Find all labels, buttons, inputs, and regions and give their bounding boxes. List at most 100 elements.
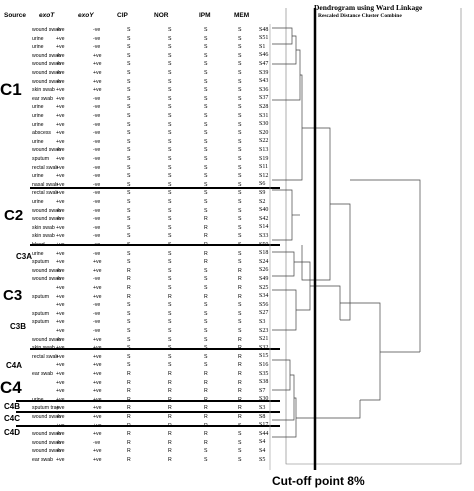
cell-t: +ve [56, 233, 65, 240]
cell-src: skin swab [32, 345, 55, 352]
isolate-id: S23 [259, 327, 269, 334]
isolate-id: S4 [259, 447, 266, 454]
cell-ipm: S [204, 267, 208, 274]
cell-mem: S [238, 422, 242, 429]
cell-y: -ve [93, 35, 101, 42]
cell-y: -ve [93, 173, 101, 180]
cell-mem: R [238, 405, 242, 412]
cell-nor: S [168, 70, 172, 76]
cell-y: -ve [93, 147, 101, 154]
cell-src: wound swab [32, 414, 61, 420]
cell-nor: R [168, 422, 172, 429]
cell-cip: S [127, 216, 131, 223]
cell-ipm: R [204, 422, 208, 429]
cell-nor: S [168, 138, 172, 145]
cell-mem: R [238, 388, 242, 395]
cell-mem: S [238, 164, 242, 171]
cell-y: -ve [93, 233, 101, 240]
cell-cip: S [127, 207, 131, 214]
cell-cip: R [127, 422, 131, 429]
cell-src: rectal swab [32, 190, 59, 197]
isolate-id: S12 [259, 172, 269, 179]
cell-t: +ve [56, 35, 65, 42]
cluster-label-c4d: C4D [4, 428, 21, 437]
cell-y: +ve [93, 431, 102, 438]
cell-t: +ve [56, 147, 65, 154]
cell-y: -ve [93, 224, 101, 231]
cell-nor: S [168, 95, 172, 102]
cell-ipm: S [204, 302, 208, 309]
cell-src: urine [32, 250, 44, 257]
cell-mem: S [238, 27, 242, 33]
cell-y: +ve [93, 371, 102, 377]
cell-cip: S [127, 27, 131, 33]
header-nor: NOR [154, 12, 169, 19]
cell-nor: R [168, 396, 172, 403]
cell-ipm: R [204, 224, 208, 231]
cell-ipm: S [204, 113, 208, 119]
cell-cip: S [127, 130, 131, 137]
isolate-id: S22 [259, 138, 269, 145]
cutoff-label: Cut-off point 8% [272, 474, 365, 488]
cell-t: +ve [56, 285, 65, 291]
isolate-id: S35 [259, 370, 269, 377]
cell-nor: R [168, 457, 172, 463]
cell-cip: R [127, 431, 131, 438]
cell-mem: S [238, 35, 242, 42]
cell-nor: S [168, 310, 172, 317]
cell-src: wound swab [32, 439, 61, 446]
header-source: Source [4, 12, 27, 19]
cell-ipm: S [204, 52, 208, 59]
header-exot: exoT [39, 12, 55, 19]
cell-nor: R [168, 414, 172, 420]
cell-src: ear swab [32, 371, 54, 377]
cell-ipm: R [204, 405, 208, 412]
cell-src: urine [32, 104, 44, 111]
cell-src: urine [32, 173, 44, 180]
cell-src: wound swab [32, 70, 61, 76]
cell-ipm: S [204, 336, 208, 343]
cell-cip: S [127, 242, 131, 248]
cell-t: +ve [56, 379, 65, 386]
cell-mem: S [238, 78, 242, 85]
cell-t: +ve [56, 328, 65, 334]
cell-mem: S [238, 233, 242, 240]
cell-ipm: S [204, 448, 208, 455]
cell-cip: S [127, 319, 131, 326]
cluster-label-c4a: C4A [6, 361, 23, 370]
isolate-id: S32 [259, 344, 269, 351]
cluster-label-c1: C1 [0, 80, 22, 99]
cell-cip: R [127, 448, 131, 455]
cell-mem: S [238, 44, 242, 51]
cell-t: +ve [56, 267, 65, 274]
cell-ipm: S [204, 138, 208, 145]
cell-y: -ve [93, 130, 101, 137]
cell-y: +ve [93, 87, 102, 94]
header-ipm: IPM [199, 12, 211, 19]
cell-t: +ve [56, 319, 65, 326]
cell-ipm: R [204, 379, 208, 386]
cell-nor: S [168, 35, 172, 42]
cell-cip: S [127, 181, 131, 188]
cell-y: +ve [93, 457, 102, 463]
cell-ipm: S [204, 156, 208, 162]
cell-mem: S [238, 113, 242, 119]
cell-mem: R [238, 267, 242, 274]
cell-nor: S [168, 250, 172, 257]
cell-ipm: S [204, 44, 208, 51]
cell-src: wound swab [32, 267, 61, 274]
cell-mem: S [238, 310, 242, 317]
cell-cip: S [127, 87, 131, 94]
cluster-divider [16, 425, 280, 427]
cell-y: +ve [93, 70, 102, 76]
cell-src: sputum [32, 293, 50, 300]
cell-mem: R [238, 414, 242, 420]
cell-nor: S [168, 61, 172, 68]
cell-nor: S [168, 27, 172, 33]
cell-t: +ve [56, 224, 65, 231]
cell-nor: S [168, 224, 172, 231]
cell-t: +ve [56, 207, 65, 214]
isolate-id: S48 [259, 26, 269, 33]
cell-mem: S [238, 121, 242, 128]
cell-ipm: S [204, 345, 208, 352]
